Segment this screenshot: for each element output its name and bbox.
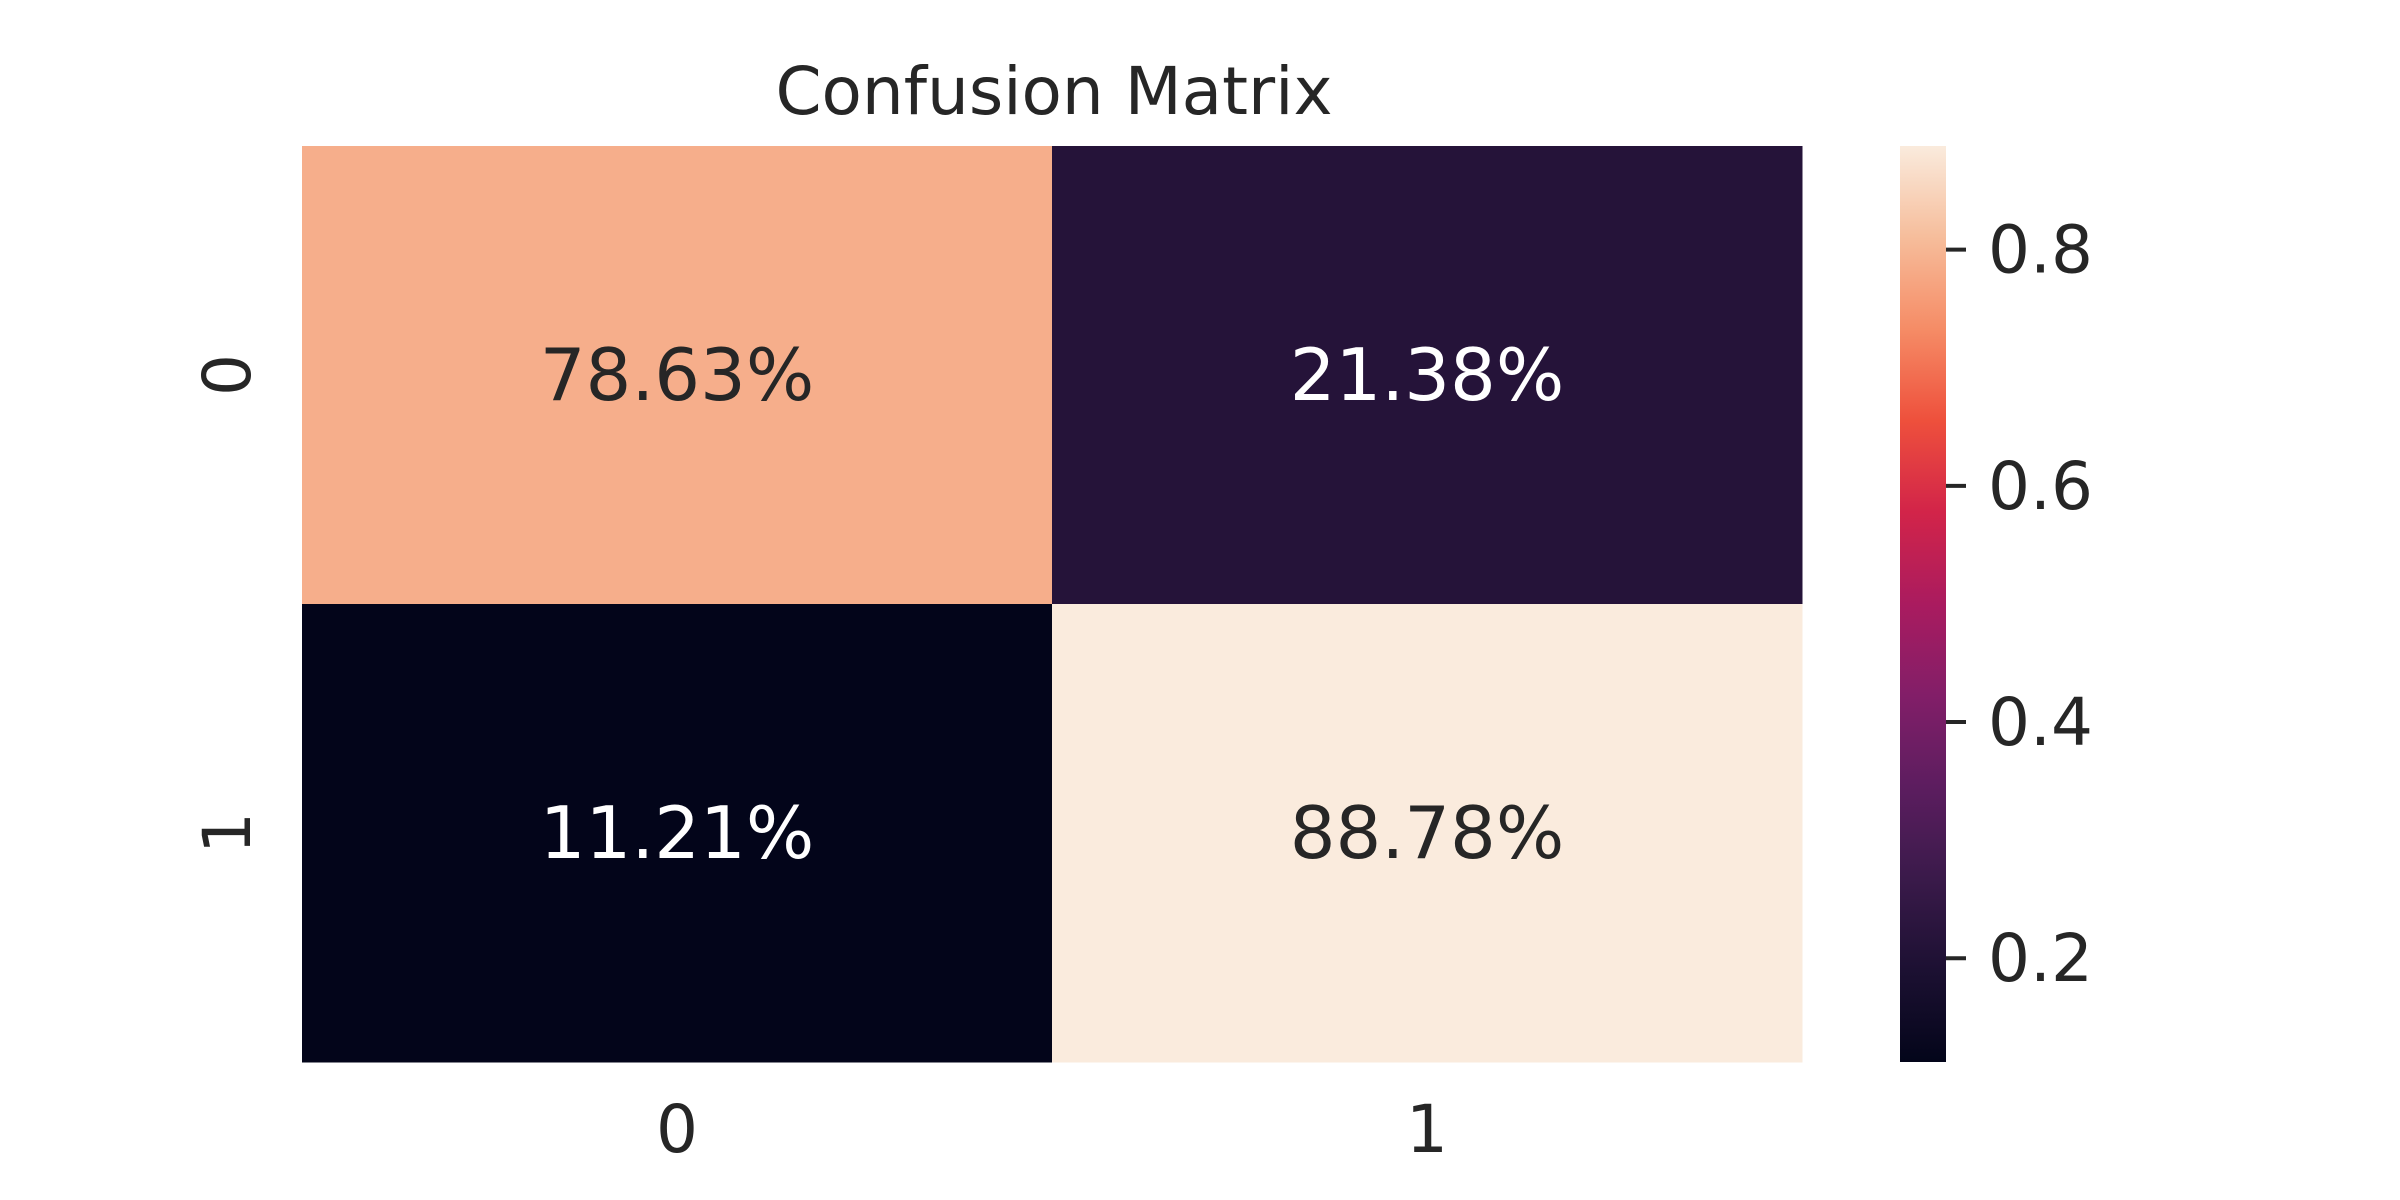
x-tick-label-1: 1 bbox=[1406, 1091, 1448, 1168]
x-tick-label-0: 0 bbox=[656, 1091, 698, 1168]
chart-title: Confusion Matrix bbox=[775, 53, 1332, 130]
cell-label-0-0: 78.63% bbox=[540, 333, 815, 417]
heatmap-cell-1-0 bbox=[302, 604, 1053, 1063]
y-axis-ticks: 01 bbox=[189, 354, 266, 854]
heatmap-cell-0-0 bbox=[302, 146, 1053, 605]
y-tick-label-0: 0 bbox=[189, 354, 266, 396]
colorbar-tick-label-2: 0.6 bbox=[1988, 448, 2093, 525]
cell-label-0-1: 21.38% bbox=[1290, 333, 1565, 417]
colorbar-tick-label-1: 0.4 bbox=[1988, 684, 2093, 761]
cell-label-1-1: 88.78% bbox=[1290, 791, 1565, 875]
heatmap-cell-0-1 bbox=[1052, 146, 1803, 605]
cell-label-1-0: 11.21% bbox=[540, 791, 815, 875]
heatmap-cells: 78.63% 21.38% 11.21% 88.78% bbox=[302, 146, 1803, 1063]
colorbar-ticks: 0.2 0.4 0.6 0.8 bbox=[1946, 212, 2093, 997]
colorbar-tick-label-3: 0.8 bbox=[1988, 212, 2093, 289]
heatmap-cell-1-1 bbox=[1052, 604, 1803, 1063]
colorbar bbox=[1900, 146, 1946, 1062]
y-tick-label-1: 1 bbox=[189, 812, 266, 854]
colorbar-tick-label-0: 0.2 bbox=[1988, 920, 2093, 997]
